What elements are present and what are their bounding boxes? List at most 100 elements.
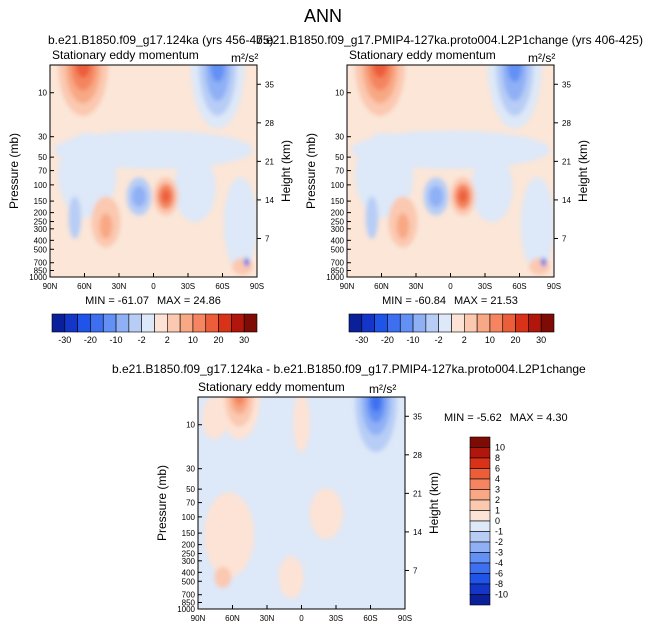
x-tick-label: 90S — [398, 614, 412, 623]
y-axis-right-title: Height (km) — [427, 472, 441, 534]
x-tick-label: 30S — [478, 282, 492, 291]
colorbar-label: 10 — [495, 443, 505, 453]
y-tick-label: 250 — [331, 218, 345, 227]
colorbar-box — [469, 457, 491, 469]
contour-region — [458, 190, 468, 203]
x-tick-label: 60N — [374, 282, 389, 291]
x-tick-label: 60S — [512, 282, 526, 291]
colorbar-label: 3 — [495, 485, 500, 495]
y-tick-label: 400 — [34, 236, 48, 245]
colorbar-box — [361, 313, 375, 333]
colorbar-label: 8 — [495, 453, 500, 463]
figure-title: ANN — [304, 6, 342, 26]
colorbar-label: -30 — [58, 335, 71, 345]
contour-region — [214, 566, 232, 588]
colorbar-box — [469, 499, 491, 511]
colorbar-label: -2 — [138, 335, 146, 345]
colorbar-box — [469, 583, 491, 595]
plot-area-difference — [198, 397, 405, 609]
colorbar-box — [489, 313, 504, 333]
y-tick-label: 700 — [34, 259, 48, 268]
colorbar-box — [90, 313, 104, 333]
y-tick-label: 10 — [38, 89, 47, 98]
y-tick-label: 200 — [331, 209, 345, 218]
minmax-control: MIN = -60.84 MAX = 21.53 — [382, 295, 518, 307]
colorbar-label: 10 — [485, 335, 495, 345]
max-label: MAX = 21.53 — [454, 295, 518, 307]
height-tick-label: 21 — [265, 157, 274, 166]
plot-area-case — [50, 65, 257, 277]
colorbar-box — [348, 313, 363, 333]
x-tick-label: 30N — [260, 614, 275, 623]
y-tick-label: 500 — [182, 577, 196, 586]
y-tick-label: 300 — [182, 557, 196, 566]
contour-region — [174, 154, 216, 222]
panel-difference-subtitle: Stationary eddy momentum — [198, 380, 345, 394]
contour-region — [529, 257, 550, 275]
y-tick-label: 30 — [335, 133, 344, 142]
colorbar-box — [540, 313, 555, 333]
height-tick-label: 21 — [562, 157, 571, 166]
colorbar-box — [102, 313, 117, 333]
y-tick-label: 150 — [182, 529, 196, 538]
x-tick-label: 0 — [299, 614, 304, 623]
colorbar-box — [469, 541, 491, 553]
contour-region — [502, 65, 528, 102]
colorbar-box — [469, 562, 491, 574]
colorbar-box — [469, 468, 491, 480]
colorbar-box — [205, 313, 219, 333]
contour-region — [161, 190, 171, 203]
y-tick-label: 30 — [38, 133, 47, 142]
panel-case-units: m²/s² — [231, 51, 258, 65]
y-tick-label: 700 — [182, 591, 196, 600]
colorbar-box — [231, 313, 245, 333]
colorbar-label: 20 — [214, 335, 224, 345]
colorbar-label: -2 — [495, 537, 503, 547]
colorbar-box — [438, 313, 452, 333]
colorbar-box — [141, 313, 155, 333]
y-axis-right-title: Height (km) — [576, 140, 590, 202]
contour-region — [541, 257, 547, 267]
plot-area-control — [347, 65, 554, 277]
colorbar-box — [469, 436, 491, 448]
contour-region — [234, 397, 245, 406]
panel-control-subtitle: Stationary eddy momentum — [349, 48, 496, 62]
x-tick-label: 90S — [250, 282, 264, 291]
contour-region — [428, 185, 444, 208]
colorbar-box — [464, 313, 478, 333]
x-tick-label: 90N — [340, 282, 355, 291]
colorbar-box — [179, 313, 194, 333]
x-tick-label: 30N — [112, 282, 127, 291]
colorbar-box — [515, 313, 529, 333]
colorbar-box — [469, 573, 491, 585]
x-tick-label: 0 — [151, 282, 156, 291]
y-tick-label: 70 — [38, 167, 47, 176]
contour-region — [204, 492, 254, 578]
colorbar-label: -2 — [435, 335, 443, 345]
colorbar-label: -8 — [495, 579, 503, 589]
contour-region — [58, 132, 117, 218]
y-tick-label: 100 — [331, 181, 345, 190]
minmax-case: MIN = -61.07 MAX = 24.86 — [85, 295, 221, 307]
y-axis-right-title: Height (km) — [279, 140, 293, 202]
colorbar-label: 30 — [536, 335, 546, 345]
colorbar-label: 4 — [495, 474, 500, 484]
min-label: MIN = -5.62 — [444, 412, 502, 424]
colorbar-box — [374, 313, 388, 333]
height-tick-label: 28 — [265, 119, 274, 128]
y-axis-title: Pressure (mb) — [7, 133, 21, 209]
colorbar-label: -10 — [495, 590, 508, 600]
colorbar-box — [218, 313, 232, 333]
x-tick-label: 60S — [215, 282, 229, 291]
contour-region — [232, 257, 253, 275]
contour-region — [68, 196, 82, 239]
colorbar-label: 10 — [188, 335, 198, 345]
y-tick-label: 850 — [34, 266, 48, 275]
colorbar-box — [128, 313, 142, 333]
colorbar-label: -20 — [381, 335, 394, 345]
x-tick-label: 90N — [191, 614, 206, 623]
colorbar-box — [451, 313, 465, 333]
contour-region — [520, 177, 554, 271]
contour-region — [75, 65, 91, 78]
